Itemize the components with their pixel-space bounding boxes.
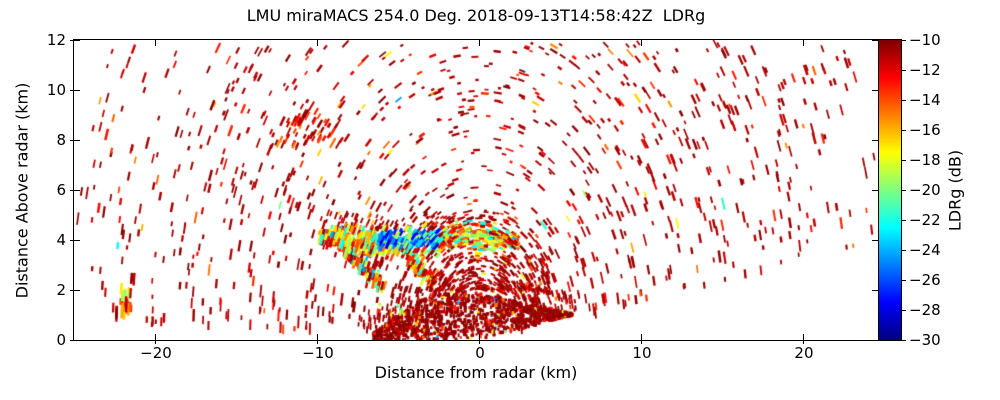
y-tick-mark — [74, 339, 80, 341]
colorbar-tick-mark — [901, 39, 906, 41]
colorbar-tick-label: −12 — [909, 61, 941, 79]
x-axis-label: Distance from radar (km) — [374, 363, 578, 382]
x-tick-mark — [803, 340, 805, 344]
y-tick-mark — [70, 89, 73, 91]
y-tick-mark — [70, 39, 73, 41]
x-tick-mark — [317, 340, 319, 344]
colorbar-tick-label: −22 — [909, 211, 941, 229]
y-tick-mark — [74, 39, 80, 41]
y-tick-mark — [872, 139, 878, 141]
colorbar-tick-mark — [901, 69, 906, 71]
colorbar-label: LDRg (dB) — [945, 149, 965, 232]
colorbar-tick-mark — [901, 339, 906, 341]
x-tick-mark — [803, 334, 805, 340]
colorbar-tick-mark — [901, 249, 906, 251]
colorbar-tick-mark — [901, 159, 906, 161]
y-tick-label: 4 — [56, 231, 66, 249]
x-tick-label: 0 — [475, 344, 485, 362]
y-tick-label: 2 — [56, 281, 66, 299]
y-tick-mark — [70, 339, 73, 341]
x-tick-mark — [317, 40, 319, 46]
y-tick-mark — [70, 239, 73, 241]
x-tick-mark — [803, 40, 805, 46]
y-axis-label: Distance Above radar (km) — [12, 82, 32, 299]
y-tick-label: 0 — [56, 331, 66, 349]
x-tick-mark — [155, 340, 157, 344]
colorbar-tick-mark — [901, 219, 906, 221]
x-tick-mark — [479, 334, 481, 340]
y-tick-mark — [872, 239, 878, 241]
x-tick-label: −10 — [302, 344, 334, 362]
x-tick-label: 10 — [632, 344, 652, 362]
plot-title: LMU miraMACS 254.0 Deg. 2018-09-13T14:58… — [246, 6, 706, 25]
colorbar-tick-mark — [901, 279, 906, 281]
y-tick-mark — [74, 239, 80, 241]
colorbar-tick-mark — [901, 129, 906, 131]
x-tick-mark — [641, 40, 643, 46]
x-tick-mark — [479, 340, 481, 344]
colorbar-tick-mark — [901, 309, 906, 311]
colorbar-tick-label: −14 — [909, 91, 941, 109]
colorbar-tick-label: −30 — [909, 331, 941, 349]
radar-speckle-canvas — [74, 40, 878, 340]
colorbar-tick-label: −24 — [909, 241, 941, 259]
x-tick-mark — [155, 40, 157, 46]
x-tick-label: 20 — [794, 344, 814, 362]
y-tick-mark — [74, 89, 80, 91]
y-tick-mark — [74, 289, 80, 291]
y-tick-mark — [872, 89, 878, 91]
y-tick-mark — [70, 289, 73, 291]
y-tick-mark — [872, 189, 878, 191]
colorbar-tick-label: −18 — [909, 151, 941, 169]
y-tick-mark — [74, 139, 80, 141]
y-tick-label: 12 — [46, 31, 66, 49]
x-tick-mark — [641, 340, 643, 344]
x-tick-mark — [479, 40, 481, 46]
colorbar-tick-label: −26 — [909, 271, 941, 289]
x-tick-mark — [641, 334, 643, 340]
x-tick-label: −20 — [140, 344, 172, 362]
y-tick-mark — [872, 339, 878, 341]
colorbar-gradient — [879, 40, 901, 340]
colorbar-tick-mark — [901, 189, 906, 191]
y-tick-mark — [872, 289, 878, 291]
colorbar-tick-label: −28 — [909, 301, 941, 319]
x-tick-mark — [155, 334, 157, 340]
y-tick-label: 10 — [46, 81, 66, 99]
colorbar-tick-label: −20 — [909, 181, 941, 199]
y-tick-mark — [70, 139, 73, 141]
colorbar-tick-label: −10 — [909, 31, 941, 49]
y-tick-mark — [70, 189, 73, 191]
colorbar-tick-mark — [901, 99, 906, 101]
y-tick-mark — [74, 189, 80, 191]
y-tick-label: 8 — [56, 131, 66, 149]
colorbar-frame — [878, 39, 902, 341]
x-tick-mark — [317, 334, 319, 340]
colorbar-tick-label: −16 — [909, 121, 941, 139]
y-tick-label: 6 — [56, 181, 66, 199]
y-tick-mark — [872, 39, 878, 41]
